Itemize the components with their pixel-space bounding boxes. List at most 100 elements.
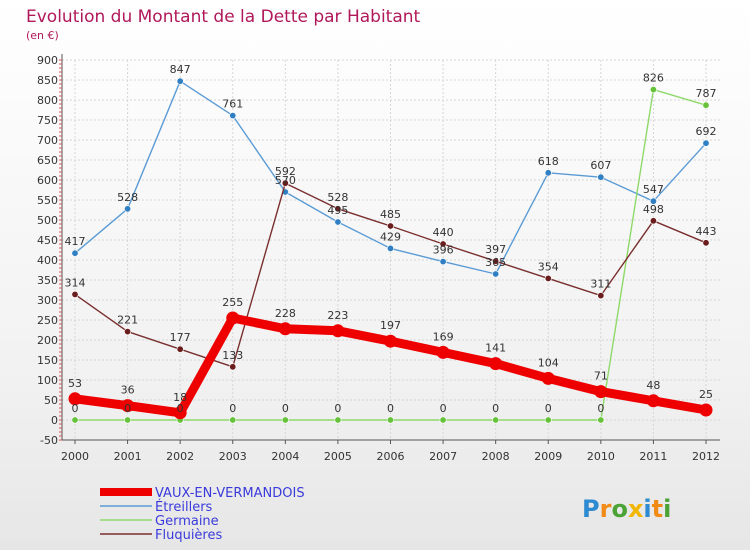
data-label: 0 xyxy=(597,402,604,415)
data-point xyxy=(229,416,237,424)
legend-label: Fluquières xyxy=(155,528,222,543)
data-label: 223 xyxy=(327,309,348,322)
data-label: 692 xyxy=(696,125,717,138)
data-label: 48 xyxy=(646,379,660,392)
data-point xyxy=(702,239,710,247)
y-tick-label: 0 xyxy=(51,414,58,427)
y-tick-label: 750 xyxy=(37,114,58,127)
data-label: 365 xyxy=(485,256,506,269)
series-line xyxy=(74,88,707,421)
data-point xyxy=(594,385,608,399)
x-tick-label: 2009 xyxy=(534,450,562,463)
data-label: 485 xyxy=(380,208,401,221)
data-point xyxy=(124,416,132,424)
x-tick-label: 2003 xyxy=(219,450,247,463)
legend-label: Germaine xyxy=(155,514,219,529)
data-point xyxy=(439,258,447,266)
y-tick-label: 600 xyxy=(37,174,58,187)
data-label: 197 xyxy=(380,319,401,332)
data-point xyxy=(649,217,657,225)
y-tick-label: 450 xyxy=(37,234,58,247)
y-tick-label: 50 xyxy=(44,394,58,407)
data-point xyxy=(544,416,552,424)
y-tick-label: 700 xyxy=(37,134,58,147)
data-label: 607 xyxy=(590,159,611,172)
data-label: 0 xyxy=(177,402,184,415)
data-label: 0 xyxy=(229,402,236,415)
data-point xyxy=(281,416,289,424)
data-point xyxy=(334,416,342,424)
y-tick-label: 900 xyxy=(37,54,58,67)
data-point xyxy=(386,416,394,424)
logo-letter: i xyxy=(643,495,651,523)
data-label: 528 xyxy=(117,191,138,204)
data-label: 397 xyxy=(485,243,506,256)
data-point xyxy=(541,371,555,385)
data-label: 429 xyxy=(380,230,401,243)
data-point xyxy=(71,416,79,424)
data-label: 0 xyxy=(492,402,499,415)
data-point xyxy=(278,322,292,336)
data-point xyxy=(334,218,342,226)
data-point xyxy=(597,173,605,181)
x-tick-label: 2001 xyxy=(114,450,142,463)
data-point xyxy=(597,292,605,300)
data-point xyxy=(124,205,132,213)
data-label: 314 xyxy=(65,276,86,289)
proxiti-logo: Proxiti xyxy=(582,495,671,523)
data-label: 443 xyxy=(696,225,717,238)
data-label: 618 xyxy=(538,155,559,168)
legend-label: Étreillers xyxy=(155,499,213,515)
y-tick-label: 200 xyxy=(37,334,58,347)
data-point xyxy=(281,179,289,187)
data-point xyxy=(439,240,447,248)
data-label: 0 xyxy=(72,402,79,415)
data-point xyxy=(121,399,135,413)
data-label: 104 xyxy=(538,356,559,369)
data-labels: 417 528 847 761 570 495 429 396 365 618 607 547 692 0… xyxy=(65,63,717,415)
data-label: 396 xyxy=(433,244,454,257)
data-point xyxy=(702,139,710,147)
data-point xyxy=(173,406,187,420)
axes: -500501001502002503003504004505005506006… xyxy=(37,54,720,463)
data-point xyxy=(492,270,500,278)
data-label: 0 xyxy=(440,402,447,415)
y-tick-label: 250 xyxy=(37,314,58,327)
data-point xyxy=(492,257,500,265)
y-tick-label: 350 xyxy=(37,274,58,287)
y-tick-label: 550 xyxy=(37,194,58,207)
data-label: 169 xyxy=(433,330,454,343)
data-label: 177 xyxy=(170,331,191,344)
y-tick-label: 850 xyxy=(37,74,58,87)
data-label: 25 xyxy=(699,388,713,401)
data-point xyxy=(489,357,503,371)
data-label: 826 xyxy=(643,72,664,85)
data-label: 0 xyxy=(387,402,394,415)
data-point xyxy=(702,101,710,109)
data-label: 255 xyxy=(222,296,243,309)
data-label: 761 xyxy=(222,98,243,111)
data-label: 354 xyxy=(538,260,559,273)
data-label: 570 xyxy=(275,174,296,187)
x-tick-label: 2002 xyxy=(166,450,194,463)
data-point xyxy=(331,324,345,338)
logo-letter: o xyxy=(611,495,628,523)
x-tick-label: 2012 xyxy=(692,450,720,463)
legend: VAUX-EN-VERMANDOISÉtreillersGermaineFluq… xyxy=(100,486,305,543)
chart-title: Evolution du Montant de la Dette par Hab… xyxy=(26,7,421,27)
data-point xyxy=(229,112,237,120)
data-point xyxy=(229,363,237,371)
data-point xyxy=(334,205,342,213)
data-point xyxy=(226,311,240,325)
x-tick-label: 2006 xyxy=(377,450,405,463)
x-tick-label: 2005 xyxy=(324,450,352,463)
data-point xyxy=(176,345,184,353)
x-tick-label: 2007 xyxy=(429,450,457,463)
data-label: 0 xyxy=(545,402,552,415)
data-label: 787 xyxy=(696,87,717,100)
data-label: 0 xyxy=(282,402,289,415)
data-point xyxy=(544,169,552,177)
data-point xyxy=(649,197,657,205)
data-label: 0 xyxy=(124,402,131,415)
